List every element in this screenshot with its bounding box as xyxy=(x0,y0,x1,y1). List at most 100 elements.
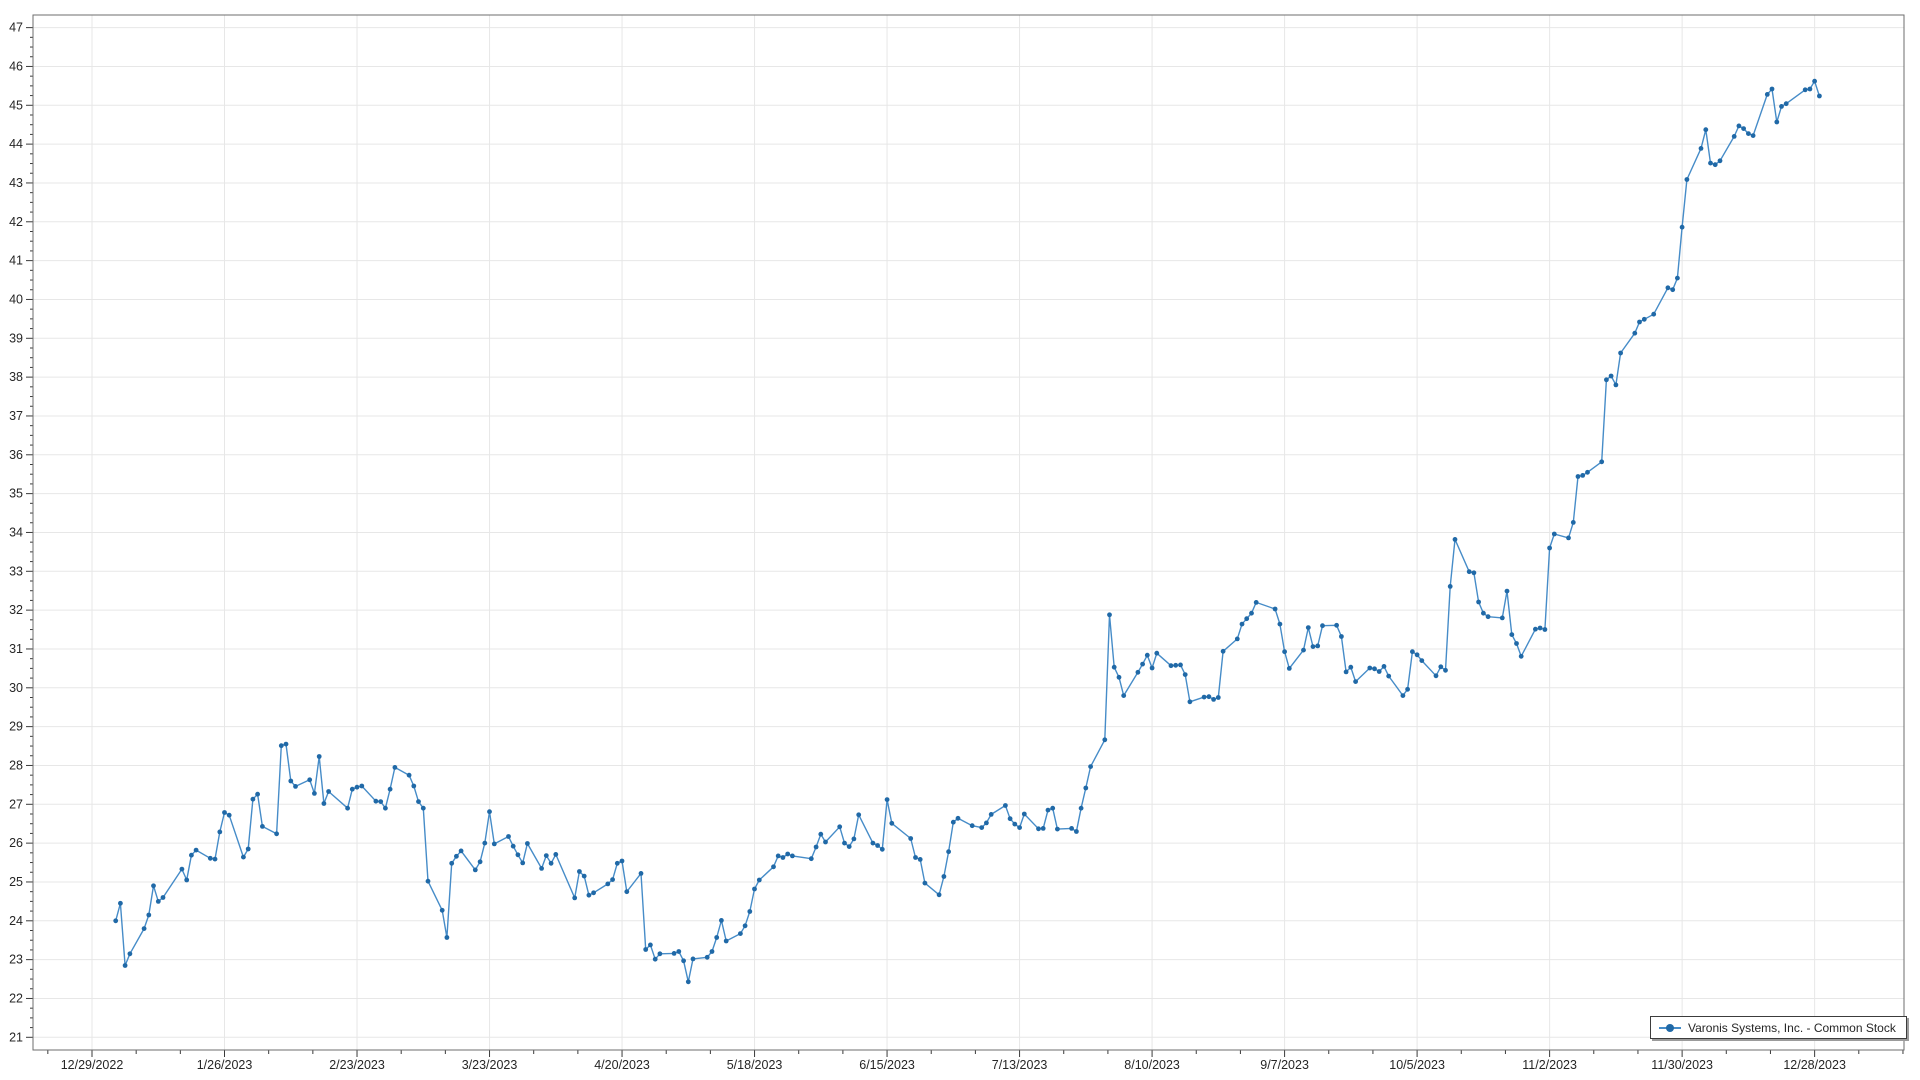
data-point xyxy=(1187,699,1193,705)
data-point xyxy=(1154,650,1160,656)
data-point xyxy=(373,798,379,804)
data-point xyxy=(1447,584,1453,589)
data-point xyxy=(1301,647,1306,653)
data-point xyxy=(113,918,119,924)
data-point xyxy=(458,848,464,854)
data-point xyxy=(1386,673,1392,679)
data-point xyxy=(1102,737,1108,743)
data-point xyxy=(1178,662,1183,668)
data-point xyxy=(1239,621,1245,627)
data-point xyxy=(605,881,611,887)
data-point xyxy=(420,805,426,811)
data-point xyxy=(988,812,994,817)
data-point xyxy=(771,864,776,870)
series-line xyxy=(115,80,1821,983)
axis-ticks xyxy=(26,27,1904,1057)
data-point xyxy=(1698,146,1704,151)
data-point xyxy=(1443,667,1448,673)
data-point xyxy=(1731,134,1737,139)
data-point xyxy=(1566,535,1571,541)
data-point xyxy=(889,820,895,826)
series-line-icon xyxy=(1659,1023,1681,1032)
data-point xyxy=(1769,86,1775,92)
y-tick-label: 21 xyxy=(9,1030,23,1044)
data-point xyxy=(1381,664,1387,669)
data-point xyxy=(1220,648,1226,654)
x-tick-label: 3/23/2023 xyxy=(462,1058,518,1072)
data-point xyxy=(1807,86,1813,92)
data-point xyxy=(808,856,814,862)
data-point xyxy=(1244,616,1250,622)
legend-label: Varonis Systems, Inc. - Common Stock xyxy=(1688,1020,1896,1035)
data-point xyxy=(141,926,147,931)
data-point xyxy=(250,796,256,802)
data-point xyxy=(572,895,578,901)
data-point xyxy=(775,853,781,859)
y-tick-label: 34 xyxy=(9,525,23,539)
data-point xyxy=(851,836,857,842)
y-tick-label: 33 xyxy=(9,564,23,578)
data-point xyxy=(477,859,483,865)
data-point xyxy=(1206,694,1212,700)
x-tick-label: 10/5/2023 xyxy=(1389,1058,1445,1072)
data-point xyxy=(1651,311,1657,317)
data-point xyxy=(1055,826,1060,832)
x-tick-label: 6/15/2023 xyxy=(859,1058,915,1072)
data-point xyxy=(1201,694,1207,700)
data-point xyxy=(245,846,251,852)
data-point xyxy=(274,831,279,837)
data-point xyxy=(510,843,516,849)
plot-border xyxy=(32,14,1905,1051)
data-point xyxy=(1012,821,1018,827)
data-point xyxy=(1764,92,1770,97)
data-point xyxy=(704,954,710,960)
data-point xyxy=(936,892,942,898)
data-point xyxy=(472,867,478,873)
data-point xyxy=(1140,661,1145,667)
data-point xyxy=(577,869,582,874)
data-point xyxy=(1372,666,1377,672)
x-tick-label: 7/13/2023 xyxy=(992,1058,1048,1072)
data-point xyxy=(1088,764,1093,769)
data-point xyxy=(1476,599,1481,605)
data-point xyxy=(1433,673,1439,679)
data-point xyxy=(856,812,862,818)
data-point xyxy=(151,883,156,889)
y-tick-label: 26 xyxy=(9,836,23,850)
data-point xyxy=(543,853,549,858)
data-point xyxy=(1481,610,1486,616)
data-point xyxy=(1514,641,1519,646)
x-tick-label: 4/20/2023 xyxy=(594,1058,650,1072)
data-point xyxy=(1485,614,1491,620)
data-point xyxy=(406,772,412,778)
data-point xyxy=(307,777,313,783)
data-point xyxy=(1339,634,1344,639)
data-point xyxy=(1234,636,1240,642)
data-point xyxy=(657,951,663,957)
y-tick-label: 23 xyxy=(9,953,23,967)
data-point xyxy=(1215,695,1221,700)
data-point xyxy=(217,829,223,835)
data-point xyxy=(969,823,975,829)
data-point xyxy=(146,912,152,918)
data-point xyxy=(946,849,951,855)
data-point xyxy=(255,791,260,797)
data-point xyxy=(1783,101,1789,107)
data-point xyxy=(1703,127,1709,133)
data-point xyxy=(1348,664,1354,670)
data-point xyxy=(719,918,724,923)
data-point xyxy=(1717,158,1723,164)
y-tick-label: 29 xyxy=(9,720,23,734)
data-point xyxy=(411,783,417,789)
data-point xyxy=(349,786,355,792)
data-point xyxy=(1570,520,1576,525)
y-tick-label: 40 xyxy=(9,292,23,306)
data-point xyxy=(1334,622,1339,628)
data-point xyxy=(1400,693,1406,698)
data-point xyxy=(780,855,786,860)
data-point xyxy=(1414,652,1420,658)
y-tick-label: 38 xyxy=(9,370,23,384)
data-point xyxy=(189,852,194,858)
x-tick-label: 2/23/2023 xyxy=(329,1058,385,1072)
data-point xyxy=(439,907,445,913)
